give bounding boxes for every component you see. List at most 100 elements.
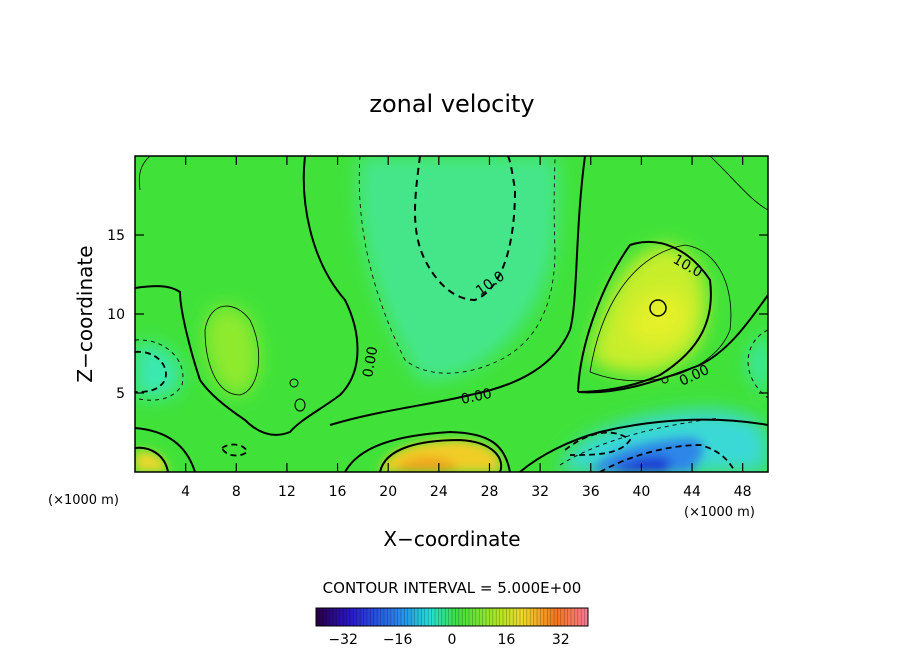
colorbar-swatch <box>550 608 555 626</box>
y-tick-label: 15 <box>107 228 125 244</box>
contour-small-3 <box>661 376 669 384</box>
contour-zero-bottom <box>344 430 511 472</box>
colorbar-swatch <box>482 608 487 626</box>
contour-small-2 <box>294 398 306 412</box>
colorbar-swatch <box>506 608 511 626</box>
plot-area: 10.0 10.0 0.00 0.00 0.00 <box>135 156 768 472</box>
x-tick-label: 28 <box>481 484 499 500</box>
colorbar-swatch <box>462 608 466 626</box>
colorbar-swatch <box>452 608 456 626</box>
colorbar-swatch <box>584 608 589 626</box>
x-tick-label: 32 <box>531 484 549 500</box>
colorbar-swatch <box>353 608 358 626</box>
colorbar-swatch <box>492 608 497 626</box>
colorbar-swatch <box>567 608 572 626</box>
contour-interval-text: CONTOUR INTERVAL = 5.000E+00 <box>323 579 582 597</box>
contour-pos-bottom-2 <box>135 446 169 472</box>
colorbar: −32 −16 0 16 32 <box>315 607 589 648</box>
colorbar-swatch <box>421 608 426 626</box>
colorbar-swatch <box>547 608 551 626</box>
colorbar-swatch <box>516 608 521 626</box>
colorbar-swatch <box>574 608 579 626</box>
contour-neg10-top <box>414 156 517 302</box>
colorbar-swatch <box>445 608 449 626</box>
colorbar-tick-label: 32 <box>552 632 570 648</box>
colorbar-tick-label: −16 <box>383 632 413 648</box>
colorbar-swatch <box>390 608 395 626</box>
colorbar-swatch <box>557 608 562 626</box>
contour-zero-left <box>135 156 359 436</box>
colorbar-tick-label: −32 <box>328 632 358 648</box>
contour-thin-4 <box>589 244 732 382</box>
contour-zero-center <box>329 156 586 426</box>
colorbar-swatch <box>431 608 436 626</box>
colorbar-swatch <box>530 608 534 626</box>
contour-label-3: 0.00 <box>460 386 494 408</box>
filled-field-cores <box>135 438 704 472</box>
colorbar-swatch <box>377 608 381 626</box>
colorbar-swatch <box>428 608 432 626</box>
colorbar-swatch <box>418 608 422 626</box>
colorbar-swatch <box>448 608 453 626</box>
colorbar-swatch <box>336 608 341 626</box>
colorbar-swatch <box>465 608 470 626</box>
field-region-cyan-right <box>748 335 768 395</box>
colorbar-swatch <box>543 608 548 626</box>
contour-pos15-right <box>649 299 667 317</box>
colorbar-swatch <box>407 608 412 626</box>
field-core-blue-inner <box>610 457 671 472</box>
contour-pos10-right <box>577 240 712 393</box>
colorbar-swatch <box>475 608 480 626</box>
x-tick-label: 36 <box>582 484 600 500</box>
x-tick-label: 16 <box>329 484 347 500</box>
contour-neg-bottom-1 <box>564 431 632 456</box>
colorbar-swatch <box>438 608 443 626</box>
colorbar-swatch <box>333 608 337 626</box>
colorbar-ticks: −32 −16 0 16 32 <box>328 632 569 648</box>
colorbar-swatch <box>343 608 347 626</box>
colorbar-swatch <box>533 608 538 626</box>
field-region-yellow-right-core <box>628 291 689 345</box>
field-core-orange-inner <box>395 457 457 472</box>
colorbar-swatch <box>577 608 582 626</box>
colorbar-swatches <box>315 608 589 626</box>
colorbar-swatch <box>350 608 354 626</box>
colorbar-swatch <box>346 608 351 626</box>
x-tick-label: 24 <box>430 484 448 500</box>
contour-thin-5 <box>709 156 768 211</box>
field-core-left-corner <box>135 450 168 472</box>
contour-pos-bottom-1 <box>379 438 503 472</box>
filled-field <box>135 156 768 472</box>
colorbar-swatch <box>513 608 517 626</box>
field-region-cyan-tongue <box>358 156 559 382</box>
colorbar-swatch <box>537 608 541 626</box>
y-tick-label: 10 <box>107 307 125 323</box>
colorbar-swatch <box>360 608 364 626</box>
colorbar-swatch <box>367 608 371 626</box>
x-tick-label: 44 <box>683 484 701 500</box>
colorbar-swatch <box>316 608 320 626</box>
x-tick-label: 12 <box>278 484 296 500</box>
contour-neg10-left <box>135 351 167 393</box>
colorbar-swatch <box>326 608 330 626</box>
colorbar-swatch <box>581 608 585 626</box>
colorbar-swatch <box>564 608 568 626</box>
x-axis-ticks: 4 8 12 16 20 24 28 32 36 40 44 48 <box>181 156 752 500</box>
contour-lines <box>135 156 768 472</box>
x-unit-right: (×1000 m) <box>684 505 755 520</box>
colorbar-swatch <box>435 608 439 626</box>
colorbar-swatch <box>571 608 575 626</box>
colorbar-swatch <box>387 608 392 626</box>
x-tick-label: 40 <box>632 484 650 500</box>
colorbar-swatch <box>329 608 334 626</box>
colorbar-swatch <box>401 608 405 626</box>
colorbar-swatch <box>441 608 446 626</box>
colorbar-tick-label: 16 <box>497 632 515 648</box>
y-tick-label: 5 <box>116 386 125 402</box>
contour-label-5: 0.00 <box>360 345 381 378</box>
colorbar-swatch <box>496 608 500 626</box>
colorbar-swatch <box>380 608 385 626</box>
contour-zero-right <box>577 294 768 394</box>
colorbar-swatch <box>411 608 415 626</box>
